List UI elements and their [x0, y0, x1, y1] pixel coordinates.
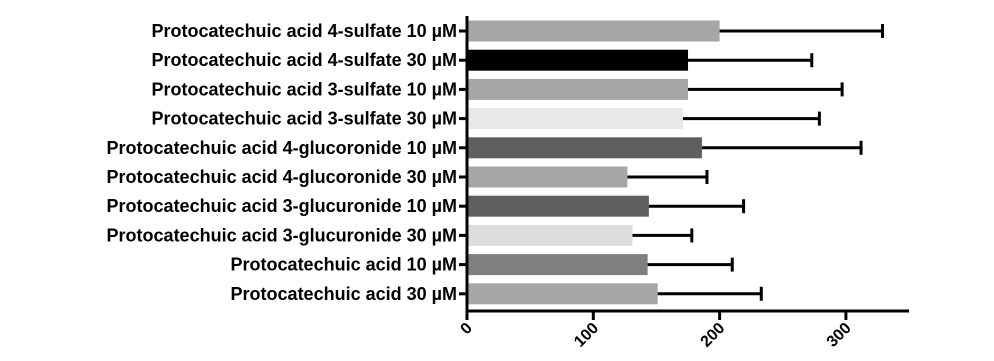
category-label: Protocatechuic acid 10 µM [231, 255, 457, 275]
bars-layer [468, 20, 720, 305]
error-bar-1 [719, 24, 885, 38]
category-labels-layer: Protocatechuic acid 4-sulfate 10 µM Proto… [107, 21, 457, 304]
category-label: Protocatechuic acid 4-sulfate 30 µM [152, 50, 457, 70]
error-bar-10 [657, 286, 763, 301]
error-bar-8 [632, 228, 694, 243]
bar-6 [468, 166, 628, 188]
axes-layer [459, 16, 910, 320]
bar-10 [468, 283, 658, 305]
error-bar-5 [701, 140, 863, 155]
bar-4 [468, 108, 683, 130]
x-tick-label: 0 [458, 320, 476, 338]
x-tick-label: 200 [698, 320, 729, 351]
error-bar-9 [647, 257, 734, 272]
error-bar-4 [682, 111, 821, 126]
error-bar-3 [688, 82, 844, 97]
bar-7 [468, 195, 649, 217]
x-tick-labels-layer: 0 100 200 300 [458, 320, 855, 351]
category-label: Protocatechuic acid 30 µM [231, 284, 457, 304]
bar-2 [468, 49, 689, 71]
x-tick-label: 300 [824, 320, 855, 351]
bar-5 [468, 137, 702, 159]
category-label: Protocatechuic acid 3-glucuronide 30 µM [107, 225, 457, 245]
category-label: Protocatechuic acid 3-glucuronide 10 µM [107, 196, 457, 216]
error-bar-7 [648, 199, 746, 214]
category-label: Protocatechuic acid 4-glucoronide 10 µM [107, 138, 457, 158]
error-bar-6 [627, 170, 709, 184]
category-label: Protocatechuic acid 3-sulfate 10 µM [152, 79, 457, 99]
category-label: Protocatechuic acid 3-sulfate 30 µM [152, 109, 457, 129]
bar-9 [468, 254, 648, 276]
bar-3 [468, 78, 689, 100]
bar-8 [468, 224, 633, 246]
category-label: Protocatechuic acid 4-glucoronide 30 µM [107, 167, 457, 187]
x-tick-label: 100 [571, 320, 602, 351]
error-bar-2 [688, 53, 814, 68]
bar-1 [468, 20, 720, 42]
error-bars-layer [627, 24, 885, 301]
category-label: Protocatechuic acid 4-sulfate 10 µM [152, 21, 457, 41]
